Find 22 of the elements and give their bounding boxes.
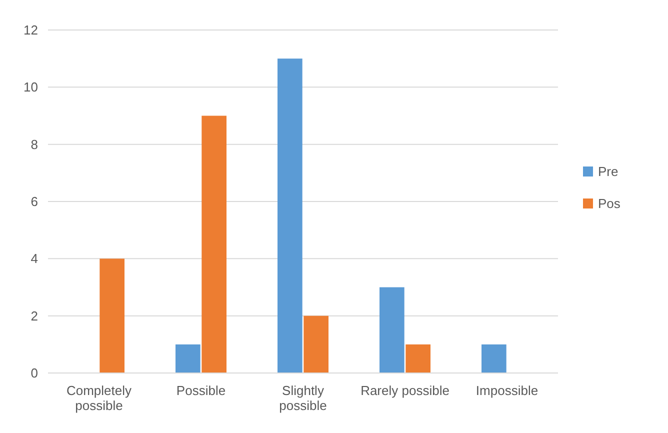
bar	[304, 316, 328, 373]
bar	[406, 344, 430, 373]
legend-label: Pre	[598, 164, 618, 180]
y-tick-label: 8	[30, 136, 38, 152]
bar	[380, 287, 404, 373]
y-tick-label: 10	[24, 80, 38, 95]
bar	[176, 344, 200, 373]
bar	[202, 116, 226, 373]
x-tick-label: Possible	[176, 383, 226, 398]
bar	[278, 58, 302, 373]
x-tick-label: Completely possible	[66, 383, 132, 413]
y-tick-label: 2	[30, 308, 38, 324]
y-tick-label: 0	[30, 366, 38, 381]
x-tick-label: Rarely possible	[360, 383, 450, 398]
x-tick-label: Impossible	[476, 383, 538, 398]
x-tick-label: Slightly possible	[279, 383, 327, 413]
legend-label: Pos	[598, 196, 621, 212]
bar	[482, 344, 506, 373]
y-tick-label: 4	[30, 251, 38, 266]
bar	[100, 258, 124, 373]
y-tick-label: 6	[30, 194, 38, 210]
y-tick-label: 12	[24, 22, 38, 38]
